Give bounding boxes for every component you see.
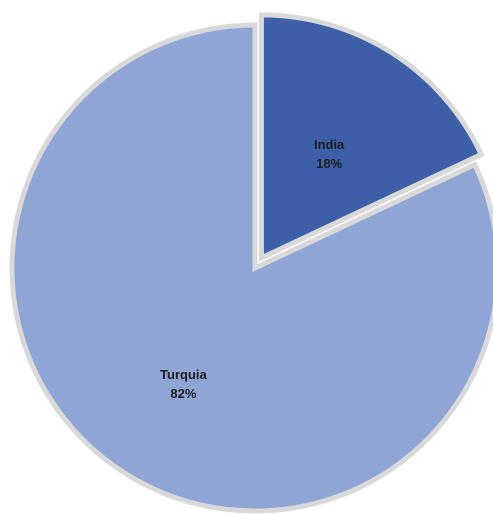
slice-percent-india: 18% [316,156,342,171]
slice-name-turquia: Turquia [160,367,207,382]
slice-label-india: India 18% [314,137,345,171]
slice-label-turquia: Turquia 82% [160,367,207,401]
slice-percent-turquia: 82% [170,386,196,401]
pie-slice-turquia [9,22,493,514]
slice-name-india: India [314,137,345,152]
pie-slice-india [258,12,485,262]
